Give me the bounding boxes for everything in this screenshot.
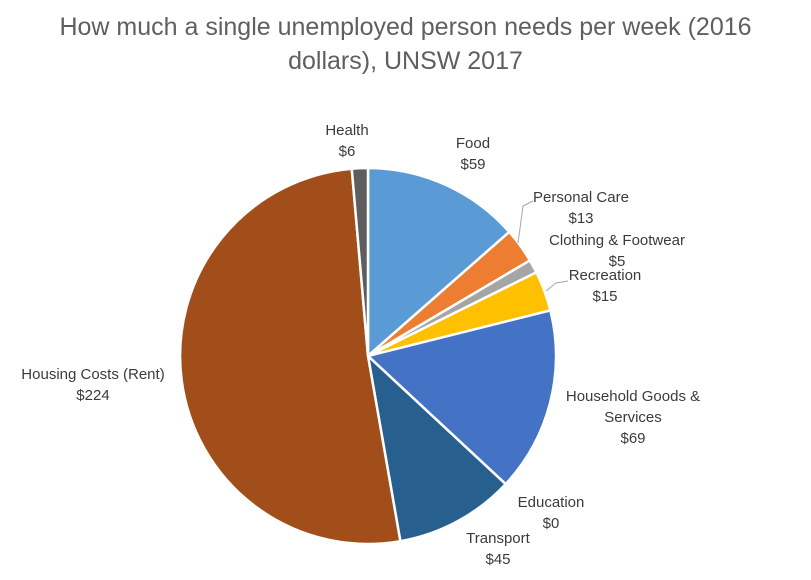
- leader-line-recreation: [545, 280, 569, 292]
- pie-slice-housing-costs-rent: [178, 167, 402, 546]
- pie-slice-health: [350, 166, 370, 358]
- pie-slice-household-goods-services: [366, 309, 558, 486]
- pie-label-food: Food $59: [455, 135, 491, 173]
- pie-label-transport: Transport $45: [466, 530, 530, 568]
- pie-label-recreation: Recreation $15: [568, 267, 642, 305]
- pie-label-household-goods-services: Household Goods & Services $69: [565, 388, 701, 447]
- pie-slice-transport: [366, 354, 507, 543]
- pie-label-clothing-footwear: Clothing & Footwear $5: [549, 232, 685, 270]
- leader-line-personal-care: [517, 200, 534, 244]
- pie-label-health: Health $6: [325, 122, 369, 160]
- chart-title-line-2: dollars), UNSW 2017: [288, 47, 523, 75]
- chart-title-line-1: How much a single unemployed person need…: [59, 13, 752, 41]
- pie-label-education: Education $0: [517, 494, 585, 532]
- pie-slice-food: [366, 166, 511, 358]
- pie-label-personal-care: Personal Care $13: [533, 189, 629, 227]
- pie-label-housing-costs-rent: Housing Costs (Rent) $224: [21, 366, 165, 404]
- chart-title: How much a single unemployed person need…: [0, 10, 811, 78]
